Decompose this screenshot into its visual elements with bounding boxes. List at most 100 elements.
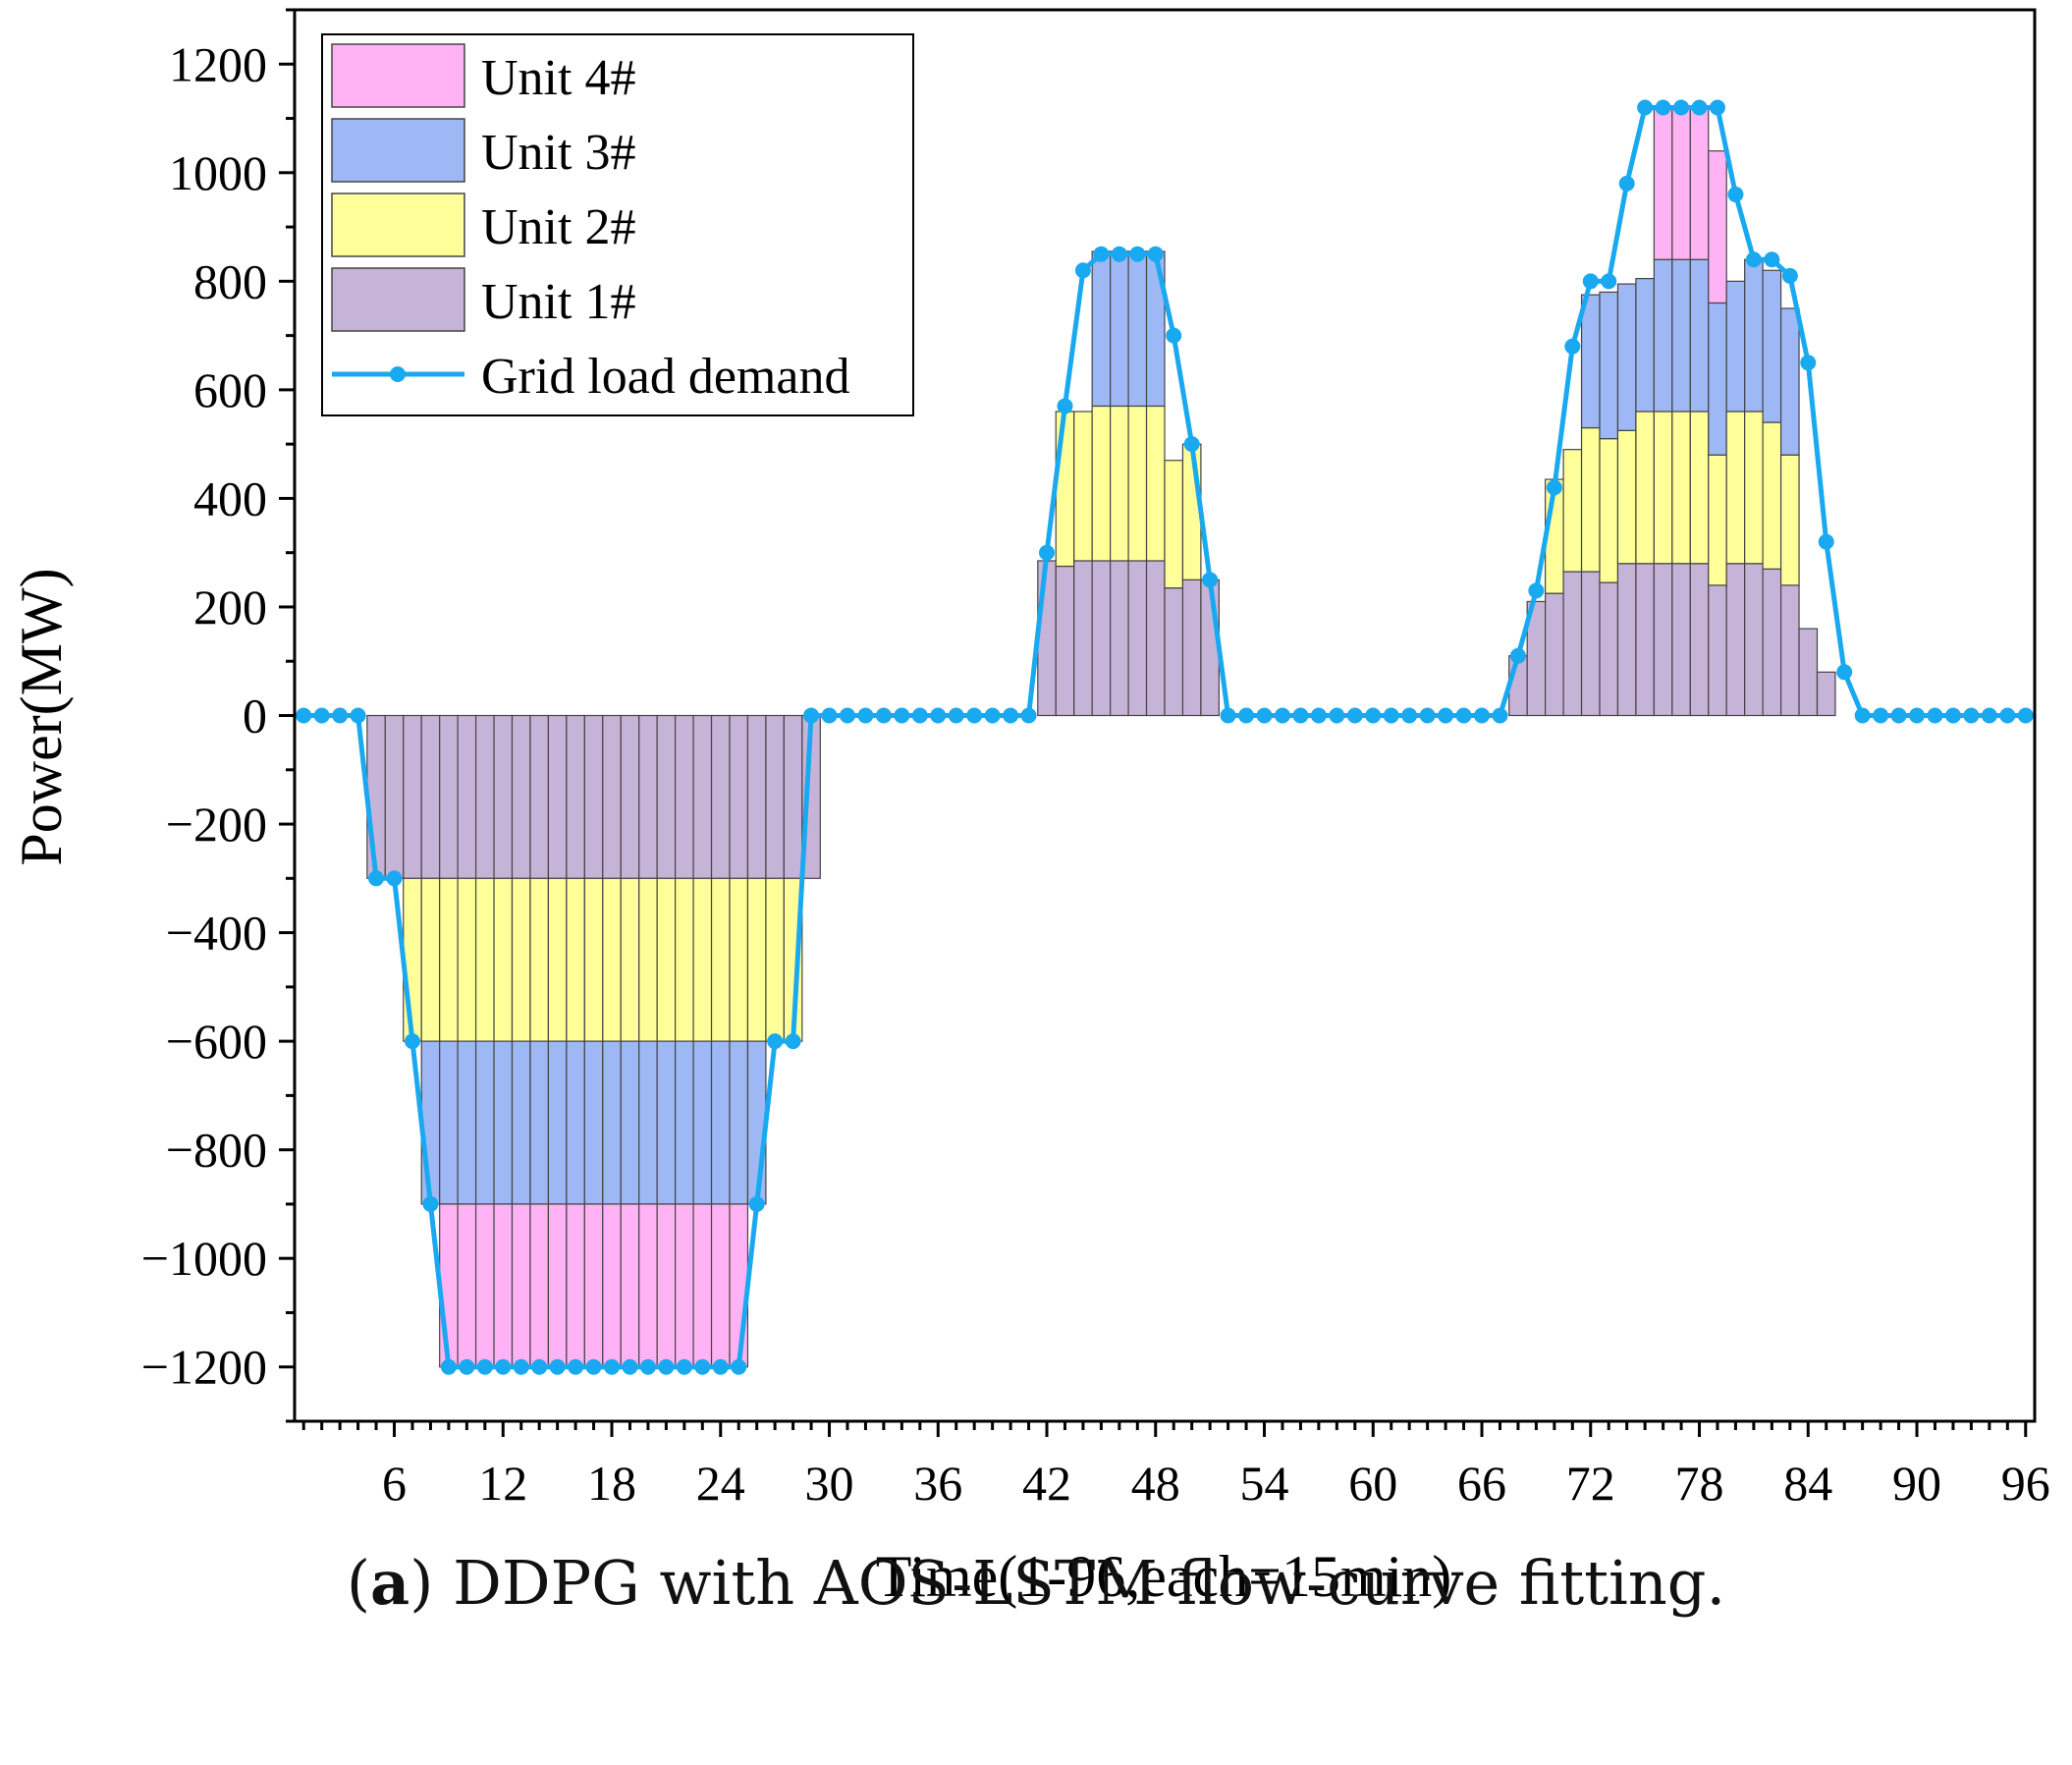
bar-unit4-t18 (602, 1203, 622, 1368)
grid-load-point-t76 (1655, 99, 1671, 116)
bar-unit3-t19 (620, 1040, 640, 1205)
bar-unit1-t22 (675, 714, 694, 879)
x-axis-label: Time(1-96,each=15min) (876, 1544, 1452, 1609)
bar-unit1-t20 (638, 714, 658, 879)
grid-load-point-t88 (1873, 707, 1889, 724)
bar-unit1-t43 (1055, 565, 1075, 717)
grid-load-point-t36 (930, 707, 947, 724)
bar-unit1-t81 (1744, 563, 1764, 717)
grid-load-point-t51 (1202, 572, 1219, 588)
bar-unit1-t74 (1616, 563, 1637, 717)
bar-unit3-t72 (1580, 294, 1601, 429)
bar-unit2-t80 (1725, 411, 1746, 565)
grid-load-point-t78 (1691, 99, 1708, 116)
bar-unit4-t24 (710, 1203, 731, 1368)
bar-unit2-t74 (1616, 429, 1637, 565)
bar-unit3-t13 (511, 1040, 531, 1205)
bar-unit2-t78 (1689, 411, 1710, 565)
grid-load-point-t11 (476, 1358, 493, 1375)
legend-swatch-unit2 (331, 193, 465, 257)
grid-load-point-t80 (1727, 186, 1744, 202)
legend-swatch-marker (390, 366, 406, 382)
bar-unit3-t78 (1689, 258, 1710, 413)
x-tick-label: 54 (1240, 1456, 1289, 1511)
bar-unit3-t16 (566, 1040, 585, 1205)
grid-load-point-t25 (731, 1358, 747, 1375)
grid-load-point-t66 (1474, 707, 1491, 724)
bar-unit1-t72 (1580, 571, 1601, 717)
grid-load-point-t16 (568, 1358, 584, 1375)
bar-unit3-t24 (710, 1040, 731, 1205)
bar-unit3-t81 (1744, 258, 1764, 413)
grid-load-point-t50 (1183, 436, 1200, 453)
grid-load-point-t62 (1401, 707, 1418, 724)
grid-load-point-t59 (1346, 707, 1363, 724)
grid-load-point-t92 (1944, 707, 1961, 724)
bar-unit3-t20 (638, 1040, 658, 1205)
grid-load-point-t21 (658, 1358, 675, 1375)
bar-unit4-t11 (474, 1203, 495, 1368)
bar-unit1-t7 (403, 714, 422, 879)
bar-unit3-t14 (529, 1040, 550, 1205)
legend-swatch-unit4 (331, 43, 465, 108)
bar-unit2-t13 (511, 877, 531, 1042)
y-tick-label: 800 (193, 253, 267, 308)
bar-unit3-t47 (1127, 250, 1148, 408)
bar-unit1-t18 (602, 714, 622, 879)
grid-load-point-t2 (313, 707, 330, 724)
grid-load-point-t12 (495, 1358, 512, 1375)
x-tick-label: 84 (1783, 1456, 1832, 1511)
bar-unit2-t48 (1145, 405, 1166, 562)
bar-unit1-t46 (1110, 560, 1129, 717)
grid-load-point-t64 (1438, 707, 1454, 724)
bar-unit2-t12 (493, 877, 514, 1042)
bar-unit3-t9 (439, 1040, 459, 1205)
bar-unit1-t79 (1708, 584, 1727, 717)
legend-label: Grid load demand (481, 349, 849, 405)
y-tick-label: 200 (193, 579, 267, 634)
grid-load-point-t63 (1419, 707, 1436, 724)
bar-unit2-t50 (1181, 443, 1202, 580)
bar-unit2-t43 (1055, 411, 1075, 568)
bar-unit4-t9 (439, 1203, 459, 1368)
grid-load-point-t47 (1129, 246, 1146, 262)
grid-load-point-t22 (676, 1358, 692, 1375)
bar-unit2-t7 (403, 877, 422, 1042)
grid-load-point-t23 (694, 1358, 711, 1375)
y-tick-label: 1200 (169, 36, 267, 91)
y-tick-label: −200 (166, 797, 267, 852)
y-axis-label: Power(MW) (9, 568, 74, 865)
bar-unit2-t23 (692, 877, 713, 1042)
bar-unit2-t27 (765, 877, 785, 1042)
grid-load-point-t17 (585, 1358, 602, 1375)
bar-unit4-t21 (656, 1203, 677, 1368)
grid-load-point-t72 (1582, 273, 1599, 290)
bar-unit2-t71 (1562, 449, 1583, 573)
bar-unit2-t22 (675, 877, 694, 1042)
y-axis: −1200 −1000 −800 −600 −400 −200 0 200 400 600 800 1… (141, 8, 295, 1423)
bar-unit2-t45 (1091, 405, 1112, 562)
bar-unit3-t79 (1708, 302, 1727, 456)
bar-unit1-t25 (729, 714, 749, 879)
bar-unit1-t47 (1127, 560, 1148, 717)
y-tick-label: −600 (166, 1014, 267, 1069)
x-tick-label: 72 (1566, 1456, 1615, 1511)
grid-load-line (296, 99, 2034, 1375)
bar-unit2-t83 (1779, 454, 1800, 586)
grid-load-point-t38 (966, 707, 983, 724)
grid-load-point-t74 (1618, 175, 1635, 192)
y-tick-label: −400 (166, 906, 267, 961)
grid-load-point-t57 (1310, 707, 1327, 724)
bar-unit3-t22 (675, 1040, 694, 1205)
bar-unit3-t23 (692, 1040, 713, 1205)
grid-load-point-t5 (368, 870, 385, 887)
grid-load-point-t15 (549, 1358, 566, 1375)
caption-label-letter: a (370, 1547, 410, 1619)
x-tick-label: 24 (696, 1456, 745, 1511)
grid-load-point-t20 (639, 1358, 656, 1375)
bar-unit1-t26 (746, 714, 767, 879)
bar-unit4-t25 (729, 1203, 749, 1368)
grid-load-point-t13 (513, 1358, 529, 1375)
x-tick-label: 60 (1348, 1456, 1397, 1511)
